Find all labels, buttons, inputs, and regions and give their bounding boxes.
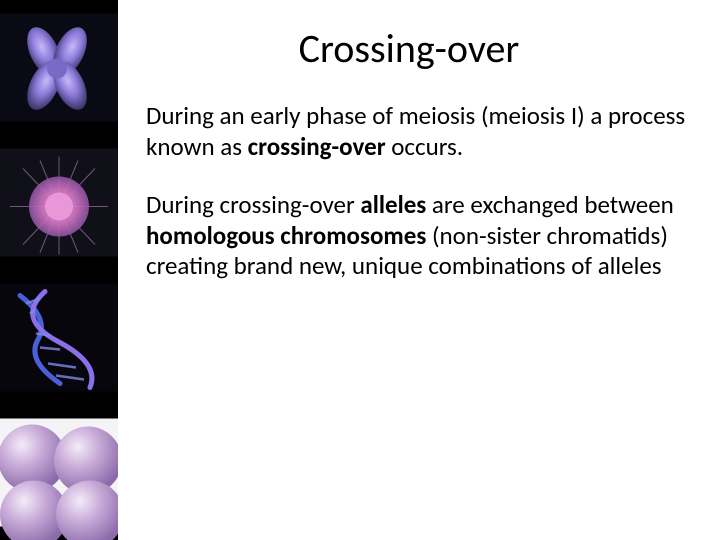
text-run: occurs.	[386, 131, 464, 162]
paragraph-1: During an early phase of meiosis (meiosi…	[146, 101, 692, 162]
sidebar-thumbnails	[0, 0, 118, 540]
text-run-bold: homologous chromosomes	[146, 220, 426, 251]
text-run-bold: crossing-over	[248, 131, 386, 162]
slide-title: Crossing-over	[126, 24, 692, 73]
text-run: are exchanged between	[426, 189, 674, 220]
paragraph-2: During crossing-over alleles are exchang…	[146, 190, 692, 282]
slide-content: Crossing-over During an early phase of m…	[118, 0, 720, 540]
dna-thumb	[0, 270, 118, 405]
text-run-bold: alleles	[360, 189, 426, 220]
text-run: During crossing-over	[146, 189, 360, 220]
cell-thumb	[0, 135, 118, 270]
spheres-thumb	[0, 405, 118, 540]
chromosome-thumb	[0, 0, 118, 135]
